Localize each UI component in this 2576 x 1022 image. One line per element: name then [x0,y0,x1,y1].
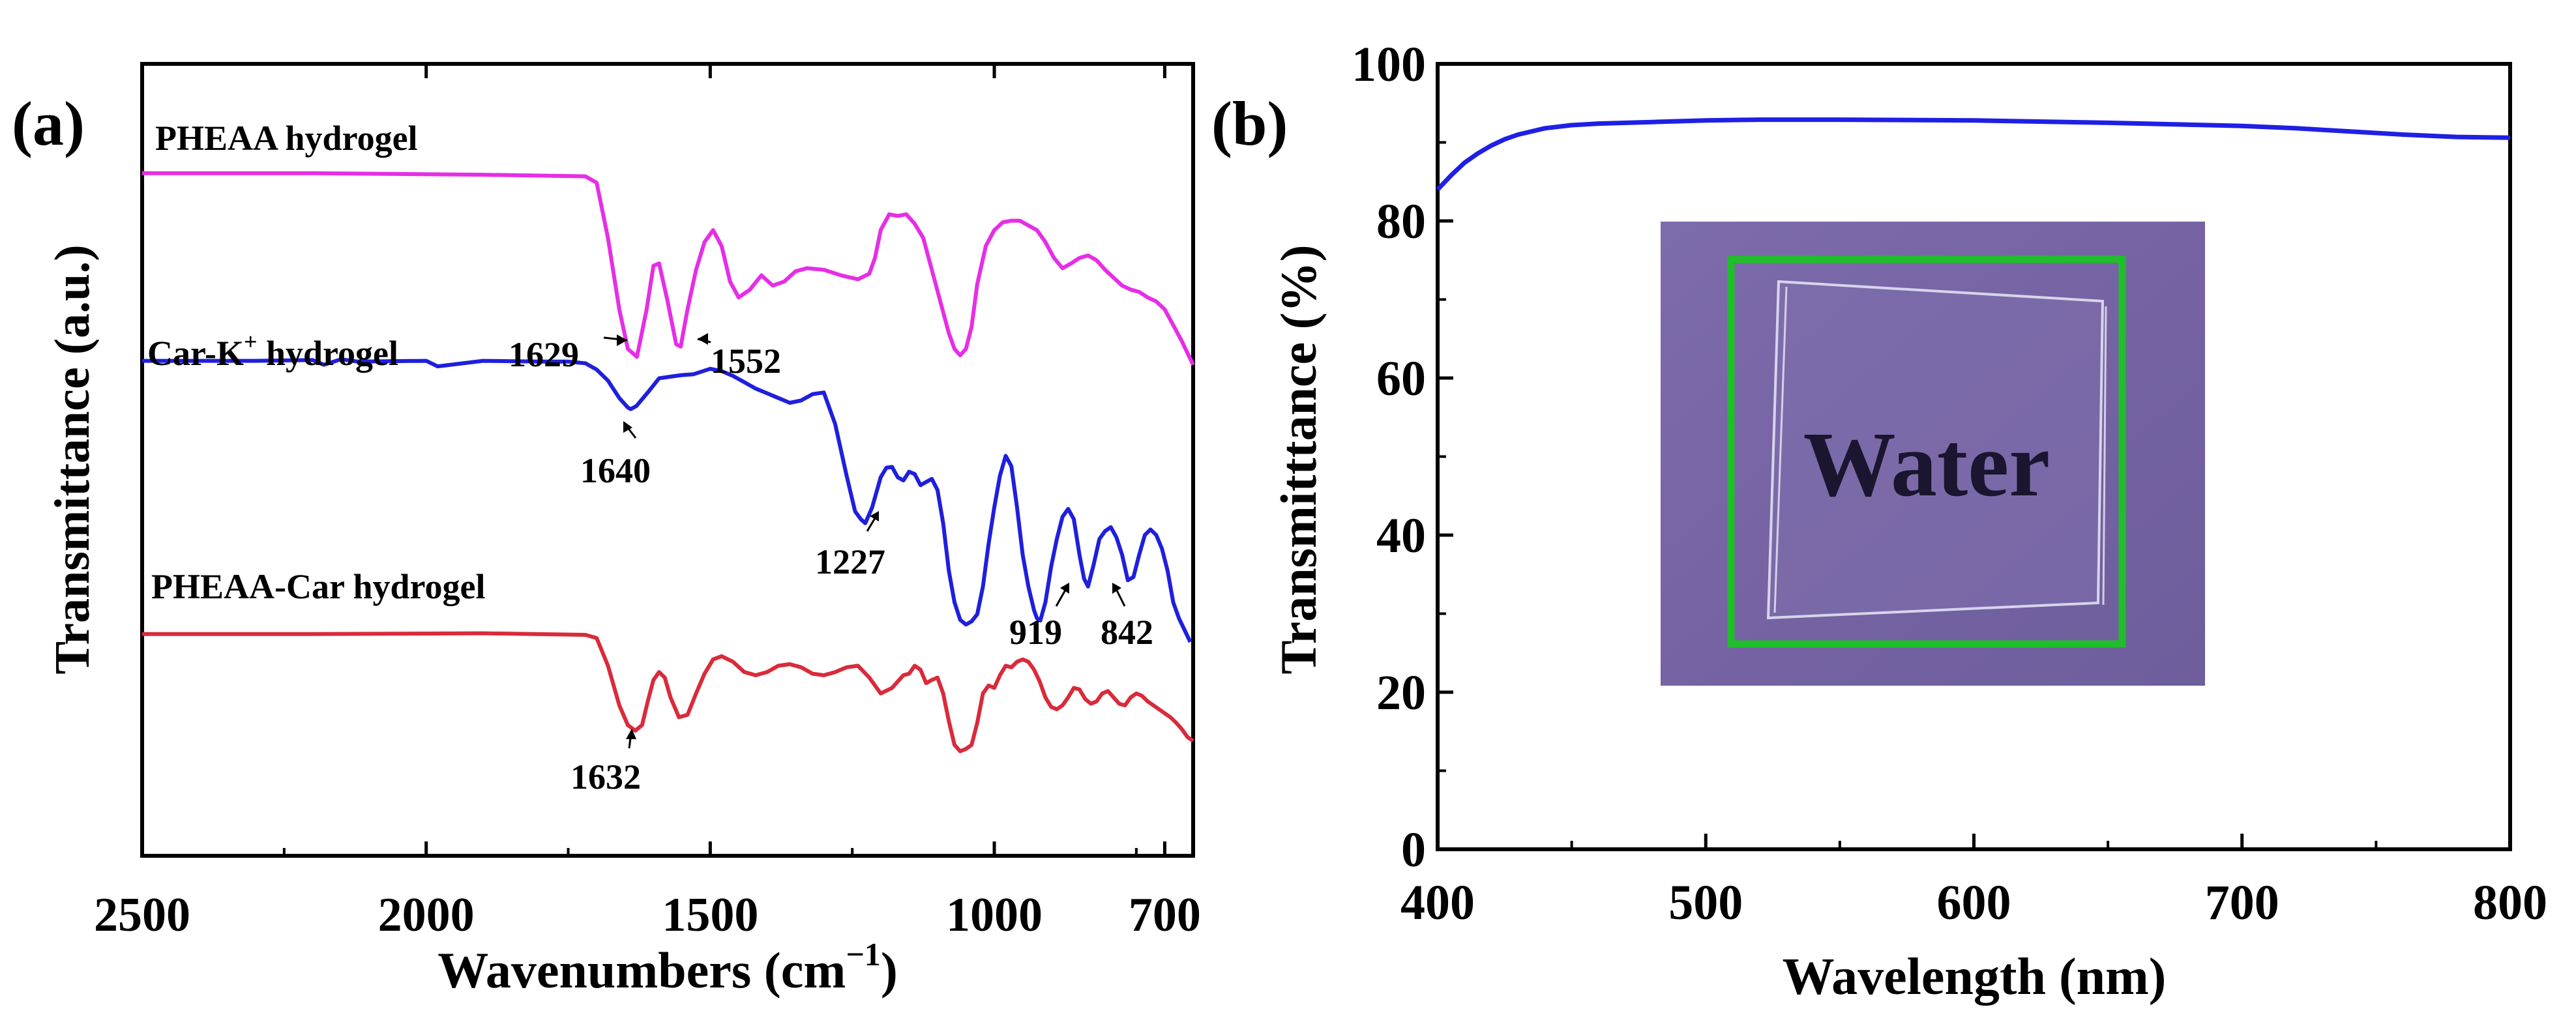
panel-a-x-axis-title: Wavenumbers (cm−1) [437,936,898,999]
b-x-tick-label-800: 800 [2473,875,2547,930]
b-y-tick-label-60: 60 [1376,351,1426,406]
hydrogel-film-edge [1773,286,2107,613]
b-y-tick-label-20: 20 [1376,665,1426,720]
annotation-1632: 1632 [570,757,641,796]
annotation-1227: 1227 [815,542,885,581]
series-line-pheaa-hydrogel [142,171,1195,366]
x-tick-label-2500: 2500 [94,888,190,942]
panel-b: (b) 400 500 600 700 800 0 20 40 60 80 100 Waveleng… [1211,37,2547,1006]
panel-a: (a) 2500 2000 1500 1000 700 Wavenumbers (cm−… [12,62,1201,999]
annotation-919: 919 [1009,613,1062,652]
panel-b-x-axis-title: Wavelength (nm) [1783,948,2167,1006]
b-y-tick-label-80: 80 [1376,194,1426,249]
annotation-842: 842 [1101,613,1153,652]
series-label-car-k-suffix: hydrogel [257,334,398,373]
panel-a-label: (a) [12,89,85,158]
b-y-tick-label-0: 0 [1401,823,1426,877]
panel-a-x-axis-title-end: ) [881,942,898,999]
b-y-tick-label-100: 100 [1352,37,1426,92]
x-tick-label-1000: 1000 [946,888,1043,942]
panel-a-x-axis-title-superscript: −1 [846,936,881,972]
inset-photo: Water [1661,222,2205,686]
annotation-arrowhead-1552 [698,333,708,345]
b-x-tick-label-500: 500 [1668,875,1743,930]
x-tick-label-1500: 1500 [662,888,758,942]
hydrogel-film [1766,280,2105,620]
annotation-arrowhead-1632 [626,729,636,739]
series-label-car-k: Car-K+ hydrogel [147,328,398,373]
panel-a-x-tick-labels: 2500 2000 1500 1000 700 [94,888,1201,942]
x-tick-label-700: 700 [1129,888,1201,942]
series-label-car-k-text: Car-K [147,334,244,373]
panel-b-ticks [1436,62,2512,851]
inset-water-text: Water [1803,413,2050,516]
b-y-tick-label-40: 40 [1376,508,1426,563]
panel-a-series [142,171,1195,753]
panel-b-label: (b) [1211,89,1288,158]
b-x-tick-label-700: 700 [2205,875,2279,930]
annotation-1629: 1629 [509,335,579,374]
panel-a-y-axis-title: Transmittance (a.u.) [45,244,100,674]
annotation-arrowhead-1227 [870,511,879,521]
annotation-1640: 1640 [580,451,651,490]
panel-a-x-axis-title-text: Wavenumbers (cm [437,942,846,999]
panel-a-annotations: 1629 1552 1640 1227 919 842 1632 [509,333,1153,796]
panel-b-series [1436,117,2511,192]
series-label-pheaa: PHEAA hydrogel [155,119,418,158]
inset-frame [1727,256,2126,648]
x-tick-label-2000: 2000 [378,888,475,942]
panel-a-x-ticks [140,64,1166,856]
panel-b-tick-labels: 400 500 600 700 800 0 20 40 60 80 100 [1352,37,2547,930]
b-x-tick-label-600: 600 [1937,875,2011,930]
annotation-arrowhead-919 [1060,583,1069,594]
series-label-car-k-superscript: + [244,328,258,355]
series-line-car-k [142,357,1192,643]
panel-a-frame [140,62,1195,858]
series-line-pheaa-car-hydrogel [142,631,1194,753]
b-x-tick-label-400: 400 [1400,875,1475,930]
annotation-arrowhead-1640 [623,421,632,433]
annotation-1552: 1552 [711,342,781,381]
annotation-arrowhead-842 [1112,583,1121,594]
panel-b-y-axis-title: Transmitttance (%) [1270,244,1327,674]
series-line-transmittance [1436,117,2511,192]
annotation-arrowhead-1629 [617,334,627,346]
series-label-pheaa-car: PHEAA-Car hydrogel [151,567,486,606]
